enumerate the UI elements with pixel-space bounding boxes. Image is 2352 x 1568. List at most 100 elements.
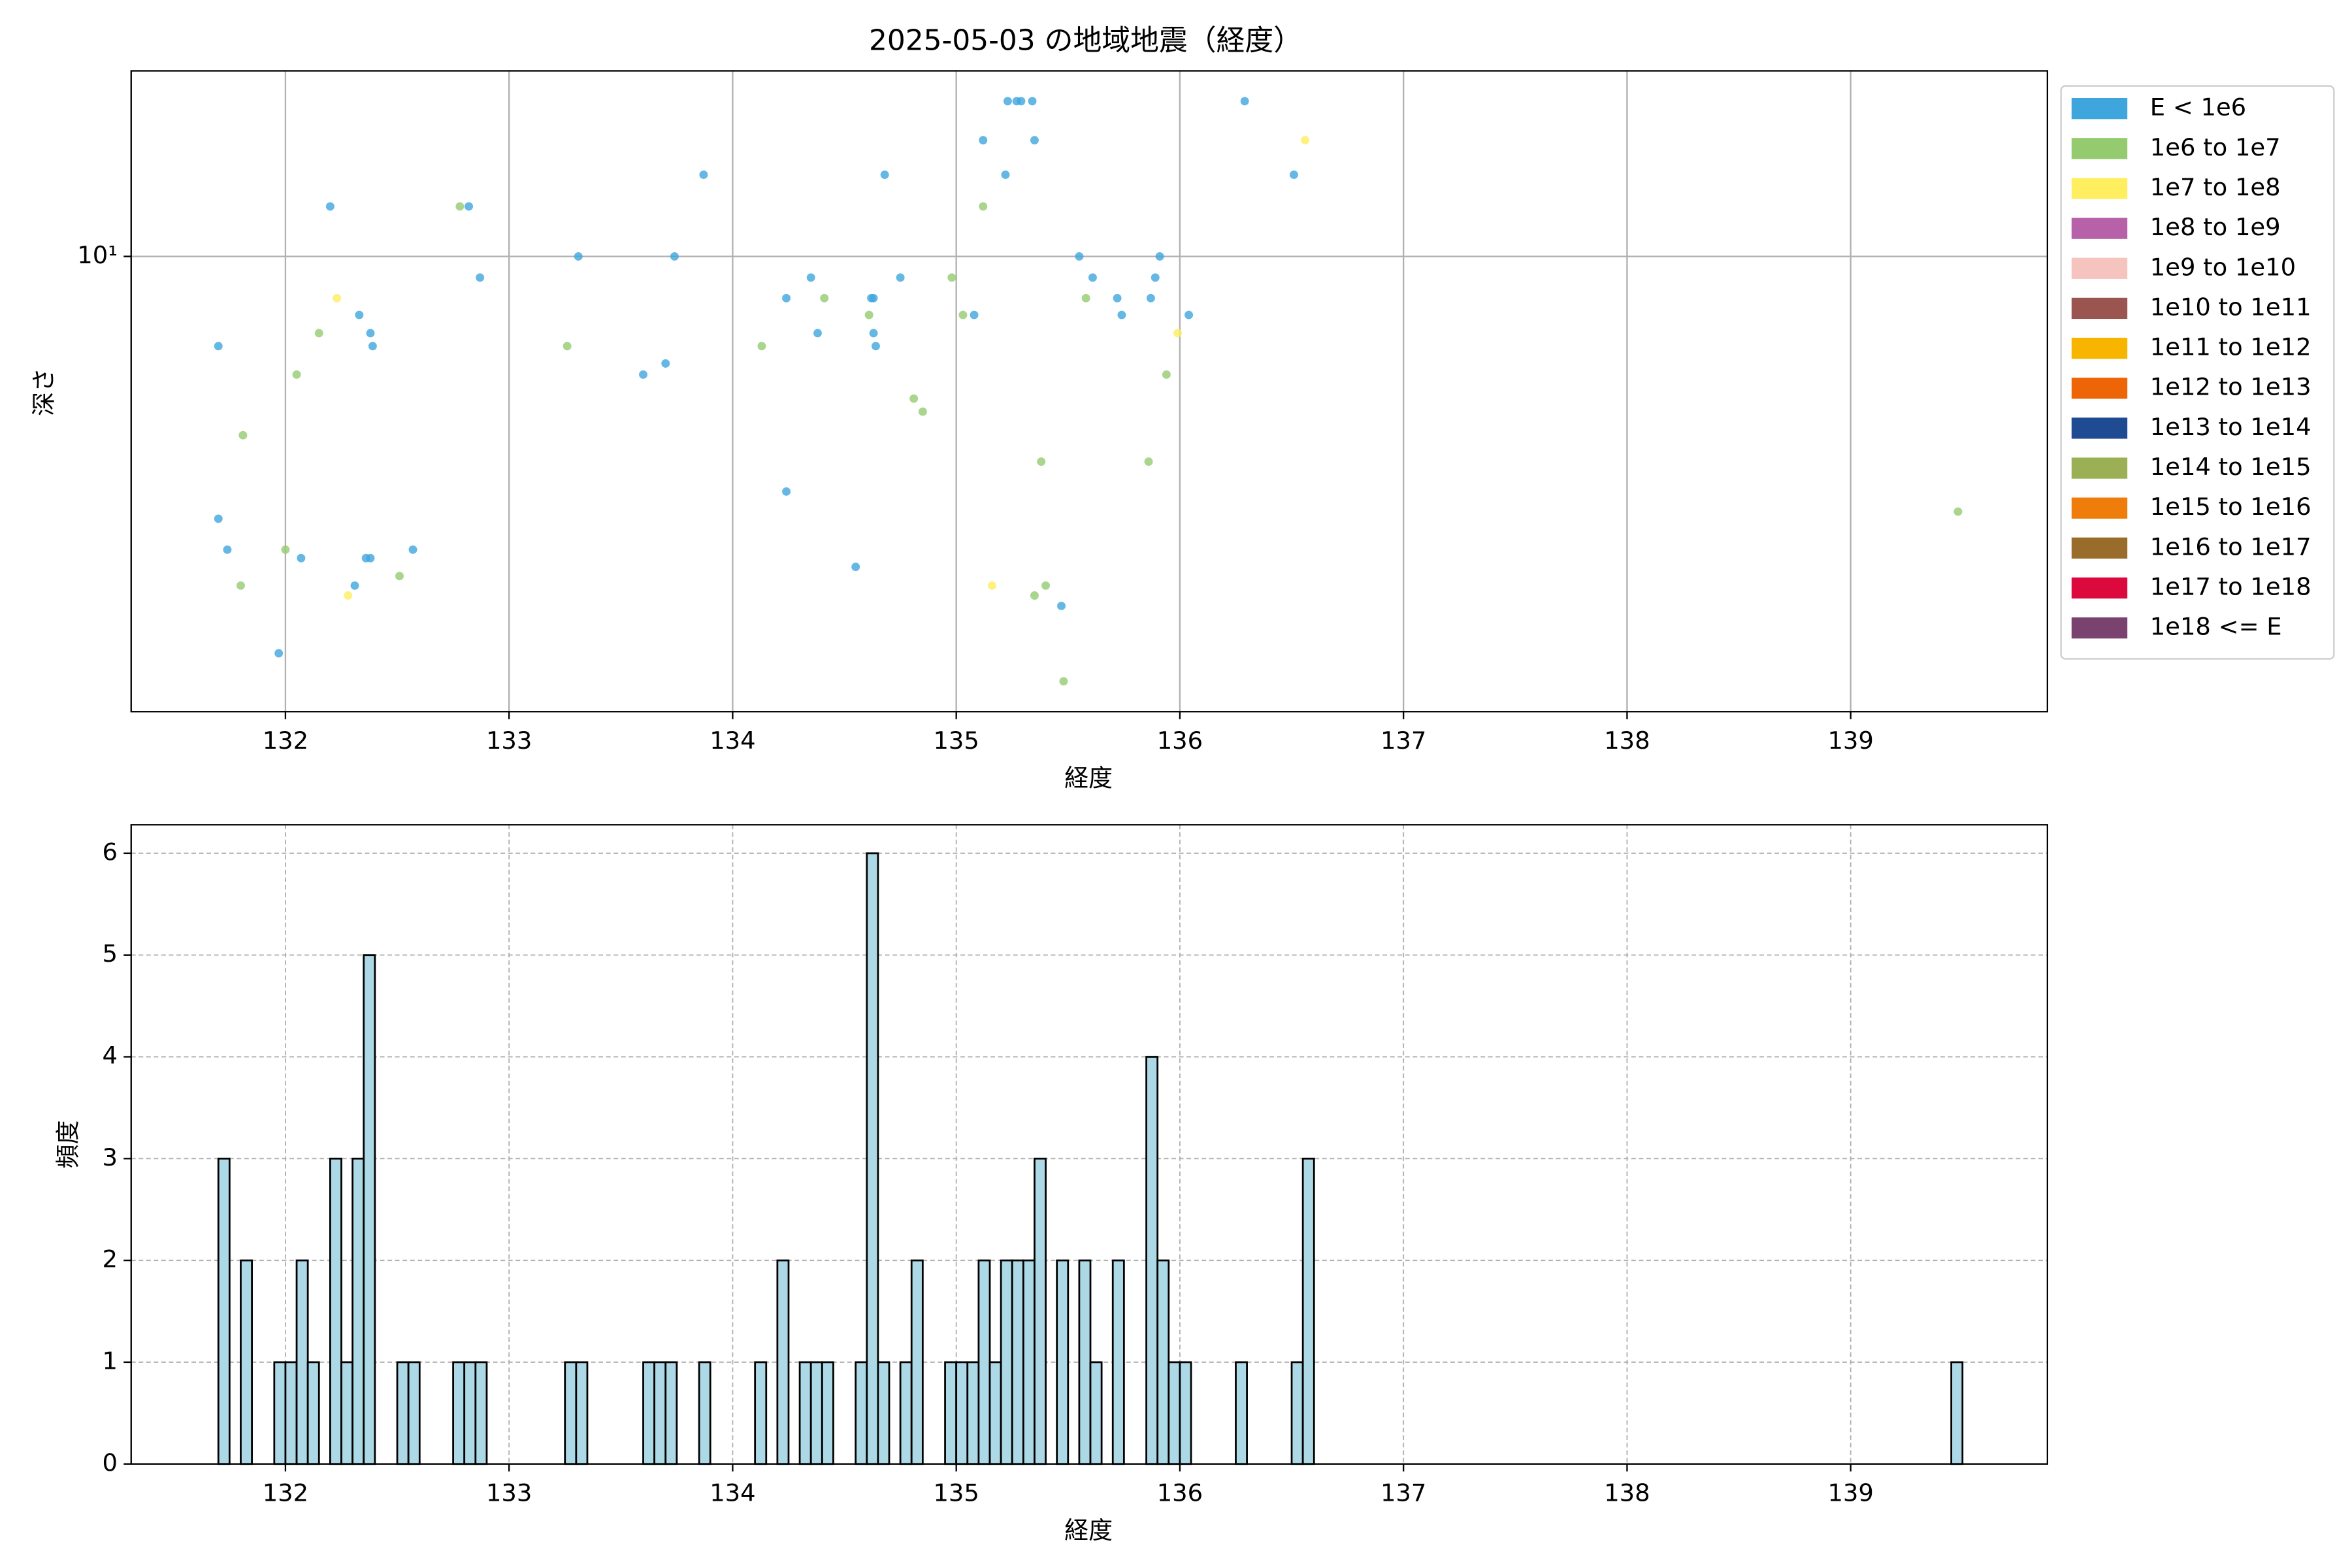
- scatter-point: [333, 293, 342, 302]
- histogram-bar: [642, 1361, 656, 1465]
- y-tick-label: 6: [103, 838, 118, 866]
- scatter-point: [408, 545, 417, 554]
- histogram-bar: [977, 1259, 991, 1465]
- histogram-bar: [474, 1361, 488, 1465]
- scatter-point: [896, 273, 905, 282]
- scatter-point: [1113, 293, 1122, 302]
- x-tick-label: 135: [933, 1478, 979, 1507]
- x-tick-label: 134: [710, 1478, 755, 1507]
- scatter-point: [1953, 507, 1963, 516]
- scatter-point: [661, 359, 670, 368]
- scatter-point: [325, 202, 335, 211]
- scatter-point: [820, 293, 829, 302]
- histogram-bar: [899, 1361, 913, 1465]
- x-tick-label: 133: [486, 727, 532, 755]
- scatter-point: [869, 329, 878, 338]
- scatter-point: [292, 370, 301, 379]
- plot-frame: [130, 824, 2048, 1465]
- histogram-bar: [910, 1259, 924, 1465]
- legend-label: 1e7 to 1e8: [2150, 173, 2281, 201]
- scatter-point: [1301, 136, 1310, 145]
- scatter-point: [274, 649, 284, 658]
- y-tick-label: 10¹: [77, 241, 118, 269]
- scatter-point: [281, 545, 290, 554]
- scatter-point: [782, 487, 791, 496]
- histogram-bar: [363, 954, 376, 1465]
- histogram-bar: [754, 1361, 768, 1465]
- legend-swatch: [2071, 257, 2128, 279]
- legend-swatch: [2071, 297, 2128, 319]
- histogram-bar: [966, 1361, 980, 1465]
- histogram-bar: [217, 1157, 231, 1465]
- legend-label: 1e9 to 1e10: [2150, 253, 2296, 281]
- scatter-point: [1240, 97, 1249, 106]
- y-tick-label: 2: [103, 1245, 118, 1273]
- scatter-point: [1001, 171, 1010, 179]
- histogram-bar: [653, 1361, 667, 1465]
- histogram-bar: [295, 1259, 309, 1465]
- scatter-point: [880, 171, 889, 179]
- chart-title: 2025-05-03 の地域地震（経度）: [869, 24, 1302, 57]
- histogram-bar: [564, 1361, 578, 1465]
- x-tick-label: 137: [1380, 727, 1426, 755]
- scatter-point: [909, 394, 919, 403]
- histogram-bar: [1950, 1361, 1964, 1465]
- histogram-bar: [240, 1259, 253, 1465]
- legend-label: 1e17 to 1e18: [2150, 573, 2311, 601]
- histogram-bar: [1034, 1157, 1047, 1465]
- scatter-point: [639, 370, 647, 379]
- histogram-bar: [329, 1157, 342, 1465]
- legend-swatch: [2071, 98, 2128, 120]
- scatter-point: [1030, 136, 1039, 145]
- histogram-bar: [988, 1361, 1002, 1465]
- scatter-point: [699, 171, 708, 179]
- histogram-bar: [1089, 1361, 1103, 1465]
- histogram-bar: [575, 1361, 589, 1465]
- legend-swatch: [2071, 617, 2128, 639]
- y-tick-label: 4: [103, 1041, 118, 1070]
- histogram-bar: [664, 1361, 678, 1465]
- scatter-point: [782, 293, 791, 302]
- scatter-point: [350, 581, 359, 590]
- scatter-point: [1017, 97, 1026, 106]
- legend-label: 1e6 to 1e7: [2150, 133, 2281, 161]
- legend-swatch: [2071, 378, 2128, 399]
- histogram-bar: [1111, 1259, 1125, 1465]
- histogram-bar: [866, 852, 879, 1465]
- histogram-bar: [1301, 1157, 1315, 1465]
- y-tick-label: 5: [103, 939, 118, 968]
- histogram-bar: [284, 1361, 298, 1465]
- scatter-point: [806, 273, 815, 282]
- scatter-point: [1155, 252, 1164, 261]
- legend-label: 1e10 to 1e11: [2150, 293, 2311, 321]
- legend-swatch: [2071, 337, 2128, 359]
- histogram-bar: [463, 1361, 477, 1465]
- scatter-point: [1059, 677, 1068, 686]
- histogram-bar: [877, 1361, 890, 1465]
- histogram-bar: [306, 1361, 320, 1465]
- y-tick-label: 1: [103, 1347, 118, 1375]
- scatter-point: [1151, 273, 1160, 282]
- y-axis-label: 深さ: [30, 368, 58, 416]
- legend-swatch: [2071, 497, 2128, 519]
- scatter-point: [366, 553, 375, 563]
- legend-label: 1e16 to 1e17: [2150, 532, 2311, 561]
- x-axis-label: 経度: [1064, 1516, 1113, 1544]
- x-tick-label: 135: [933, 727, 979, 755]
- histogram-bar: [1235, 1361, 1248, 1465]
- scatter-point: [871, 342, 880, 351]
- scatter-point: [1290, 171, 1298, 179]
- scatter-point: [344, 591, 353, 600]
- x-tick-label: 132: [263, 727, 308, 755]
- scatter-point: [1144, 457, 1153, 466]
- legend-label: 1e18 <= E: [2150, 613, 2282, 641]
- histogram-bar: [955, 1361, 969, 1465]
- scatter-point: [1081, 293, 1090, 302]
- histogram-bar: [1000, 1259, 1013, 1465]
- x-tick-label: 136: [1157, 727, 1203, 755]
- x-tick-label: 139: [1827, 1478, 1873, 1507]
- scatter-point: [1028, 97, 1037, 106]
- x-tick-label: 137: [1380, 1478, 1426, 1507]
- histogram-bar: [944, 1361, 958, 1465]
- scatter-point: [238, 431, 248, 440]
